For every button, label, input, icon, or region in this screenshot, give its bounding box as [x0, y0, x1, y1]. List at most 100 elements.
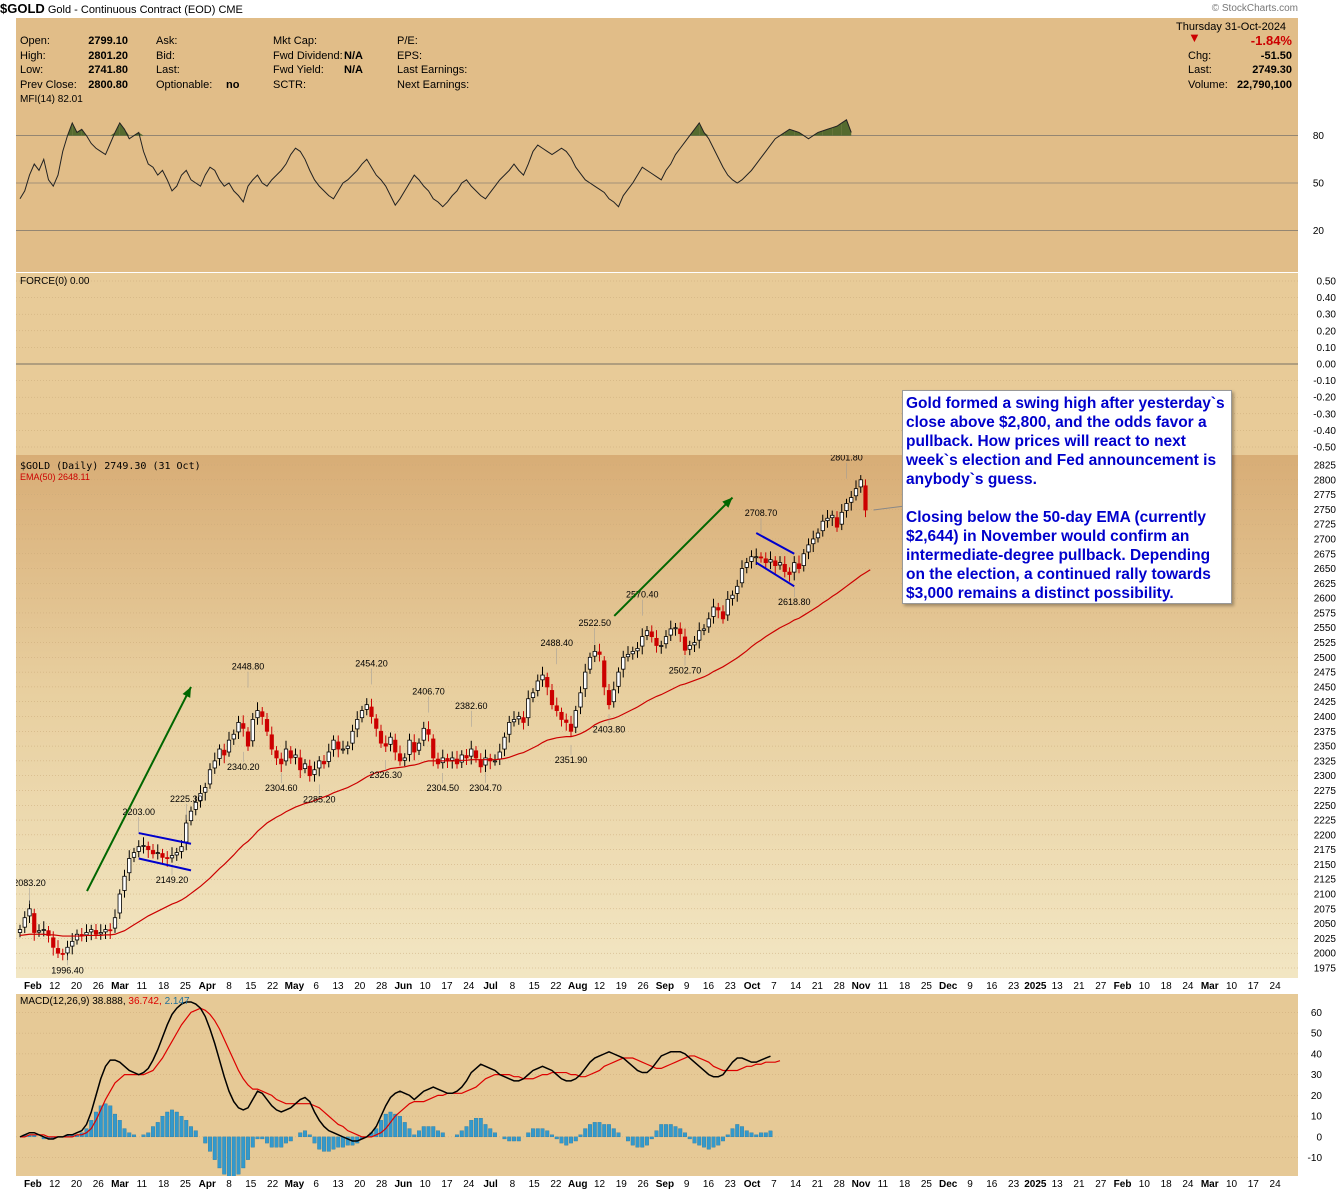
macd-histogram-bar: [274, 1136, 279, 1148]
x-tick-label: Mar: [1201, 981, 1219, 992]
macd-histogram-bar: [269, 1136, 274, 1148]
y-axis-labels: 1975200020252050207521002125215021752200…: [1308, 131, 1337, 1164]
candle-body: [535, 680, 540, 691]
candle-body: [706, 618, 711, 628]
quote-label: Next Earnings:: [397, 78, 470, 91]
candle-body: [844, 503, 849, 511]
macd-histogram-bar: [155, 1122, 160, 1138]
candle-body: [112, 917, 118, 929]
macd-histogram-bar: [374, 1128, 379, 1138]
price-label: 2454.20: [355, 658, 388, 668]
quote-label: Optionable:: [156, 78, 213, 91]
x-tick-label: Sep: [656, 981, 674, 992]
candle-body: [217, 748, 222, 759]
macd-histogram-bar: [725, 1134, 730, 1138]
y-tick-label: 2100: [1314, 890, 1337, 901]
x-tick-label: 25: [921, 981, 933, 992]
y-tick-label: -0.20: [1313, 393, 1336, 404]
x-tick-label: 28: [376, 981, 388, 992]
macd-histogram-bar: [516, 1136, 521, 1142]
candle-body: [355, 719, 360, 730]
macd-histogram-bar: [250, 1136, 255, 1148]
candle-body: [540, 674, 545, 681]
macd-value: 38.888,: [92, 996, 128, 1007]
candles: [17, 475, 868, 961]
quote-value: 2800.80: [88, 78, 128, 91]
candle-body: [507, 722, 512, 735]
candle-body: [421, 727, 426, 741]
x-tick-label: 18: [1161, 1179, 1173, 1190]
y-tick-label: -0.30: [1313, 409, 1336, 420]
x-tick-label: Jun: [394, 1179, 412, 1190]
macd-histogram-bar: [554, 1136, 559, 1140]
x-tick-label: 15: [529, 1179, 541, 1190]
quote-label: Open:: [20, 35, 50, 47]
macd-histogram-bar: [488, 1128, 493, 1138]
y-tick-label: 2250: [1314, 801, 1337, 812]
y-tick-label: 2450: [1314, 682, 1337, 693]
candle-body: [459, 754, 464, 763]
macd-histogram-bar: [341, 1136, 345, 1148]
x-tick-label: 27: [1095, 1179, 1107, 1190]
candle-body: [36, 930, 42, 933]
macd-histogram-bar: [255, 1136, 260, 1140]
macd-histogram-bar: [744, 1130, 749, 1138]
candle-body: [245, 731, 251, 747]
macd-histogram-bar: [740, 1126, 744, 1138]
macd-histogram-bar: [478, 1118, 483, 1138]
y-tick-label: 0.20: [1317, 326, 1337, 337]
candle-body: [530, 692, 536, 698]
x-tick-label: 14: [790, 1179, 802, 1190]
x-tick-label: 26: [93, 981, 105, 992]
macd-histogram-bar: [431, 1126, 436, 1138]
x-tick-label: Sep: [656, 1179, 674, 1190]
candle-body: [212, 760, 217, 769]
quote-value: 2749.30: [1252, 64, 1292, 76]
quote-value: 2801.20: [88, 49, 128, 62]
x-tick-label: 22: [267, 981, 279, 992]
x-tick-label: Aug: [568, 981, 587, 992]
x-tick-label: 14: [790, 981, 802, 992]
price-label: 1996.40: [51, 965, 84, 975]
y-tick-label: 2750: [1314, 505, 1337, 516]
candle-body: [17, 929, 23, 933]
candle-body: [302, 763, 308, 769]
mfi-overbought-fill: [837, 122, 842, 136]
macd-histogram-bar: [193, 1130, 198, 1138]
candle-body: [279, 758, 284, 765]
macd-histogram-bar: [635, 1136, 640, 1148]
flag-channel-line: [755, 532, 795, 555]
macd-histogram-bar: [236, 1136, 241, 1175]
macd-histogram-bar: [611, 1128, 616, 1138]
candle-body: [469, 748, 474, 757]
macd-histogram-bar: [673, 1126, 678, 1138]
x-tick-label: 13: [1052, 1179, 1064, 1190]
x-tick-label: 13: [332, 981, 344, 992]
flag-channel-line: [755, 561, 795, 588]
candle-body: [744, 562, 749, 568]
pct-change: -1.84%: [1250, 33, 1292, 48]
candle-body: [127, 858, 132, 874]
candle-body: [701, 628, 707, 631]
x-tick-label: 9: [967, 1179, 973, 1190]
y-tick-label: 2125: [1314, 875, 1337, 886]
y-tick-label: 2475: [1314, 668, 1337, 679]
macd-histogram-bar: [455, 1134, 459, 1138]
x-tick-label: 6: [313, 1179, 319, 1190]
candle-body: [146, 845, 151, 851]
trend-arrow-head: [182, 686, 191, 698]
candle-body: [307, 765, 312, 777]
candle-body: [687, 645, 692, 650]
candle-body: [236, 722, 241, 733]
x-tick-label: 10: [1226, 1179, 1238, 1190]
y-tick-label: 2175: [1314, 845, 1337, 856]
macd-histogram-bar: [265, 1136, 269, 1144]
macd-histogram-bar: [436, 1130, 440, 1138]
quote-value: [344, 78, 363, 93]
candle-body: [174, 852, 179, 856]
x-tick-label: 24: [463, 981, 475, 992]
candle-body: [564, 719, 569, 723]
x-tick-label: 21: [812, 1179, 824, 1190]
candle-body: [649, 631, 654, 638]
macd-histogram-bar: [640, 1136, 645, 1148]
